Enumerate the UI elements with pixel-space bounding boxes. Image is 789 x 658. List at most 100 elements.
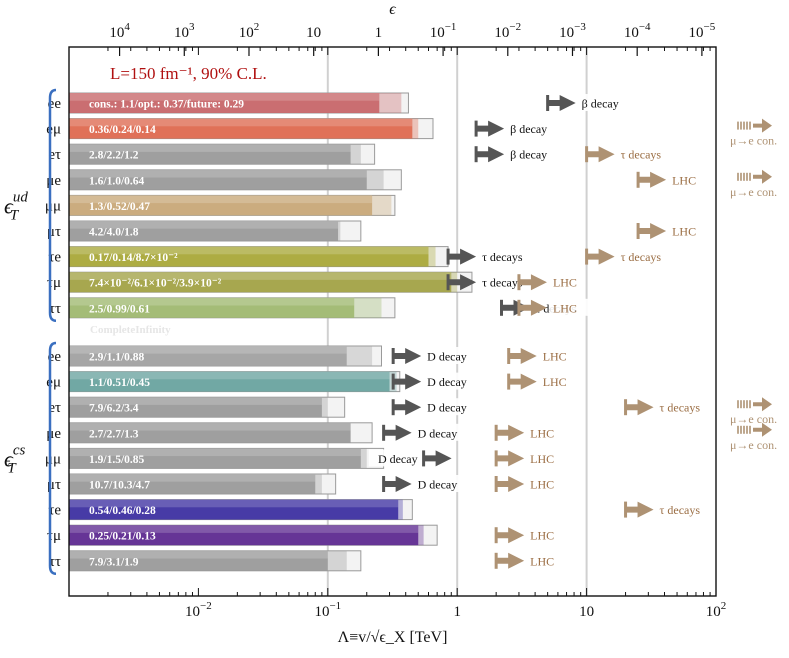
bar-value-label: 0.54/0.46/0.28	[89, 505, 156, 517]
bar-conservative	[69, 397, 322, 418]
limit-marker	[391, 399, 422, 416]
limit-label: LHC	[553, 301, 577, 315]
limit-arrow	[496, 424, 525, 441]
limit-arrow	[496, 450, 525, 467]
limit-label: D decay	[427, 350, 467, 364]
limit-arrow	[586, 146, 615, 163]
limit-label-bg	[578, 94, 630, 111]
bar-conservative	[69, 550, 328, 571]
limit-arrow	[508, 348, 537, 364]
group-brace	[48, 88, 57, 323]
bar-conservative	[69, 499, 399, 520]
limit-marker	[391, 348, 422, 364]
limit-marker	[624, 501, 654, 518]
bar-value-label: 10.7/10.3/4.7	[89, 480, 150, 492]
bar-conservative	[69, 144, 351, 165]
bar-gloss	[69, 93, 380, 101]
bar-value-label: cons.: 1.1/opt.: 0.37/future: 0.29	[89, 99, 244, 111]
limit-label: LHC	[530, 478, 554, 492]
bar-value-label: 2.8/2.2/1.2	[89, 150, 139, 162]
bar-value-label: 1.3/0.52/0.47	[89, 201, 150, 213]
bars-layer	[68, 92, 473, 572]
limit-arrow	[638, 171, 667, 188]
group-brace	[48, 341, 57, 576]
limit-marker	[494, 424, 525, 441]
x-axis-label: Λ≡v/√ϵ_X [TeV]	[338, 629, 448, 646]
limit-label: LHC	[543, 350, 567, 364]
top-tick-label: 10−5	[689, 21, 716, 41]
top-tick-label: 10−2	[494, 21, 521, 41]
row-label: μe	[46, 426, 61, 442]
bar-gloss	[69, 474, 316, 482]
limit-marker	[446, 248, 477, 265]
limit-label-bg	[414, 475, 466, 492]
limit-arrow	[393, 373, 422, 390]
mu-e-arrow	[753, 397, 772, 412]
limit-marker	[517, 274, 547, 291]
legend-note: L=150 fm⁻¹, 90% C.L.	[110, 64, 267, 83]
limit-label-bg	[527, 475, 553, 492]
mu-e-conversion-marker: μ→e con.	[730, 169, 777, 199]
limit-marker	[636, 171, 667, 188]
bar-gloss	[69, 246, 429, 255]
limit-label-bg	[656, 398, 714, 416]
bar-conservative	[69, 346, 347, 366]
bar-value-label: 2.5/0.99/0.61	[89, 303, 150, 315]
limit-label-bg	[507, 145, 558, 163]
limit-label: D decay	[427, 375, 467, 389]
x-tick-label: 10−2	[185, 600, 212, 620]
limit-marker	[494, 476, 525, 492]
bar-gloss	[69, 499, 399, 508]
limit-label: β decay	[510, 122, 547, 136]
limit-label: D decay	[418, 478, 458, 492]
bar-gloss	[69, 550, 328, 559]
limit-label: β decay	[582, 97, 619, 111]
limit-label: LHC	[672, 225, 696, 239]
bar-value-label: 7.9/6.2/3.4	[89, 403, 139, 415]
limit-arrow	[476, 120, 505, 137]
limit-marker	[494, 450, 525, 467]
limit-annotations: β decay β decay μ→e con. β decay τ decays LHC…	[368, 94, 777, 569]
limit-label: D decay	[418, 426, 458, 440]
x-tick-label: 102	[706, 600, 727, 620]
limit-label-bg	[669, 222, 695, 239]
limit-arrow	[383, 476, 412, 492]
limit-label-bg	[617, 247, 675, 265]
bar-conservative	[69, 221, 339, 241]
top-axis-label: ϵ	[389, 1, 396, 18]
bar-conservative	[69, 246, 429, 267]
bar-value-label: 7.4×10⁻²/6.1×10⁻²/3.9×10⁻²	[89, 278, 222, 290]
bar-value-label: 1.9/1.5/0.85	[89, 454, 145, 466]
bar-conservative	[69, 448, 361, 469]
limit-arrow	[586, 248, 615, 265]
limit-label: τ decays	[621, 250, 662, 264]
bar-conservative	[69, 525, 419, 546]
row-label: μμ	[45, 198, 61, 214]
bar-value-label: 2.9/1.1/0.88	[89, 352, 145, 364]
limit-arrow	[448, 274, 477, 291]
watermark: CompleteInfinity	[90, 324, 171, 336]
top-tick-label: 10−4	[624, 21, 651, 41]
bar-gloss	[69, 422, 351, 431]
row-label: μe	[46, 173, 61, 189]
bar-gloss	[69, 144, 351, 152]
bar-gloss	[69, 297, 355, 306]
bar-gloss	[69, 195, 373, 204]
limit-label-bg	[424, 347, 475, 364]
mu-e-arrow	[753, 118, 772, 133]
limit-label-bg	[527, 551, 553, 569]
limit-label-bg	[527, 449, 553, 467]
limit-arrow	[496, 527, 525, 544]
limit-label-bg	[479, 273, 537, 291]
row-label: ττ	[49, 554, 61, 570]
top-tick-label: 104	[109, 21, 130, 41]
bar-value-label: 2.7/2.7/1.3	[89, 428, 139, 440]
limit-label: β decay	[510, 148, 547, 162]
limit-arrow	[383, 424, 412, 441]
mu-e-conversion-marker: μ→e con.	[730, 422, 777, 452]
limit-label-bg	[479, 247, 537, 265]
limit-marker	[507, 348, 537, 364]
bar-gloss	[69, 525, 419, 533]
limit-label-bg	[656, 500, 714, 518]
x-tick-label: 1	[453, 604, 461, 620]
